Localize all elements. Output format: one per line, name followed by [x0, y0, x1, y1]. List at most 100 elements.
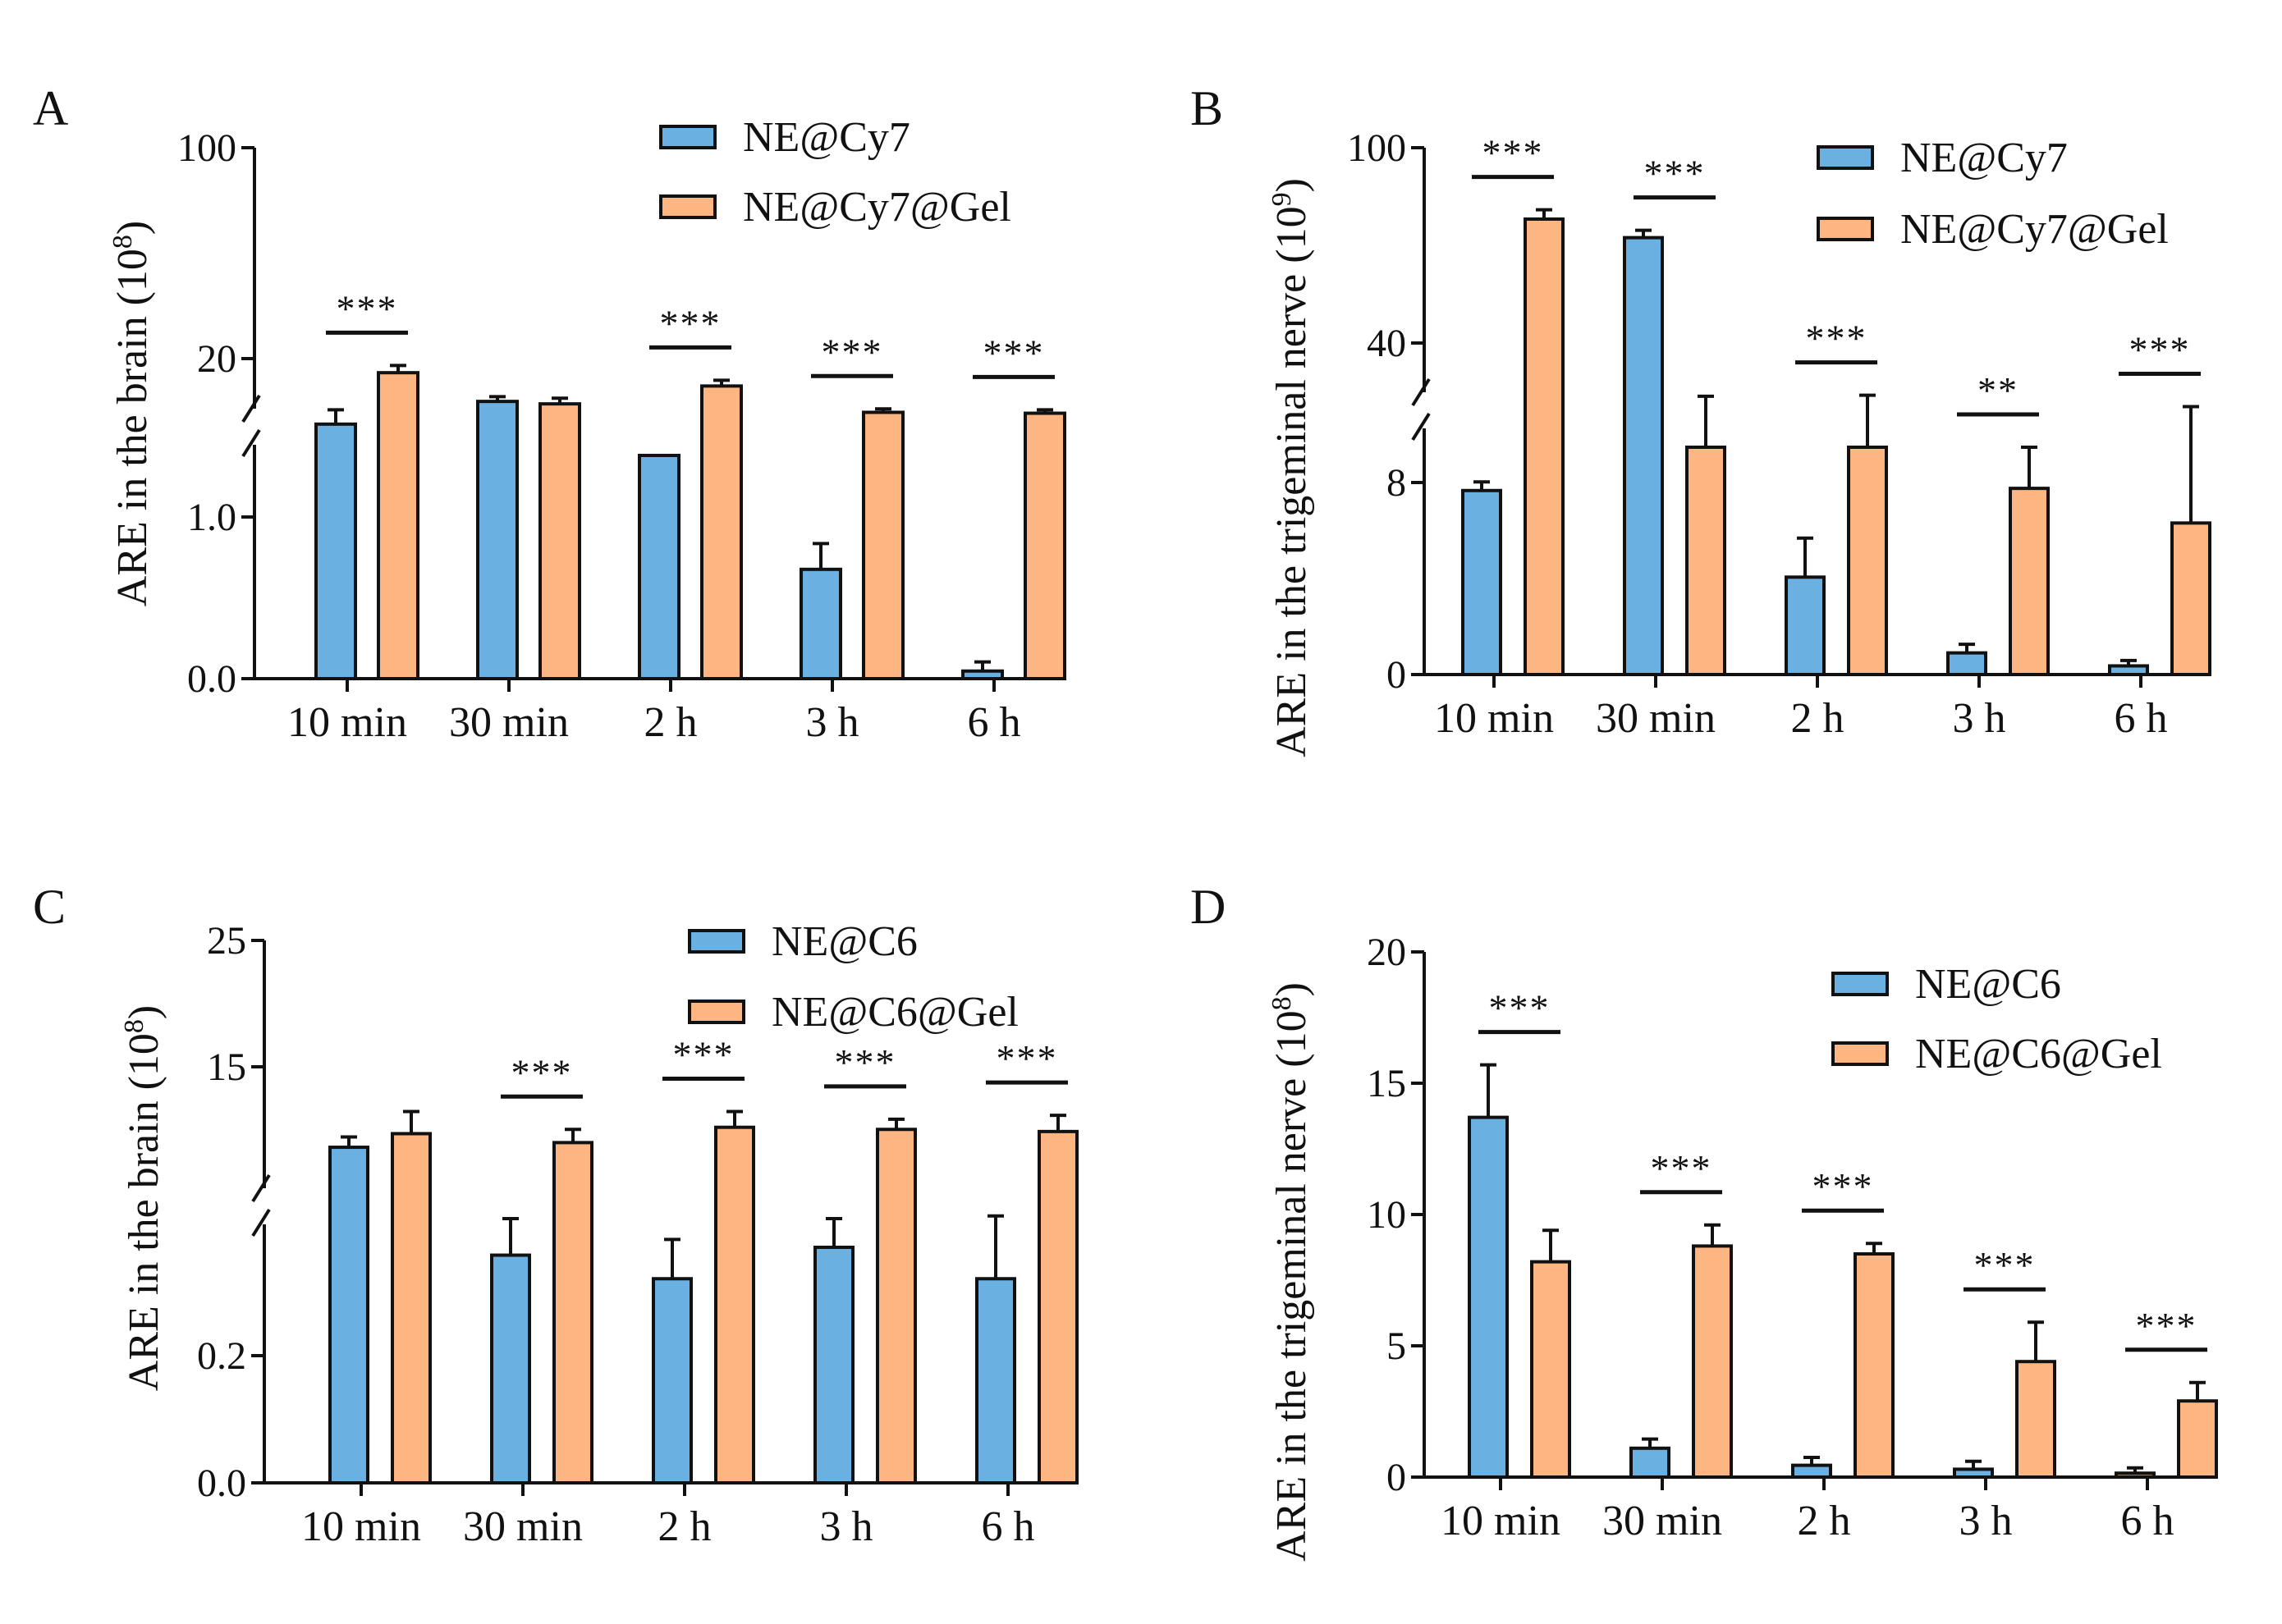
bar [1038, 1129, 1079, 1485]
legend-swatch [1831, 972, 1889, 996]
bar [1953, 1467, 1994, 1480]
x-tick-label: 30 min [1596, 695, 1716, 742]
x-tick-label: 3 h [1959, 1498, 2013, 1544]
legend-swatch [1831, 1041, 1889, 1066]
bar [638, 454, 680, 680]
y-axis-label-exponent: 9 [1267, 192, 1297, 206]
y-axis-label-text: ARE in the trigeminal nerve [1268, 1078, 1315, 1562]
x-tick-label: 2 h [1791, 695, 1844, 742]
bar [2108, 664, 2149, 677]
bar [1524, 217, 1565, 676]
chart-panel-b: B ARE in the trigeminal nerve (109) 0 8 40 10… [1190, 81, 2211, 757]
legend-label: NE@C6@Gel [772, 989, 1019, 1036]
significance-marker: *** [822, 331, 883, 373]
bar [813, 1245, 855, 1485]
bar [2170, 521, 2211, 676]
y-tick-label: 0.0 [187, 657, 236, 701]
y-axis-label-unit-close: ) [121, 1005, 167, 1019]
significance-marker: *** [1489, 987, 1551, 1029]
significance-marker: *** [511, 1051, 573, 1093]
y-axis-label-unit-open: (10 [1268, 1010, 1315, 1077]
significance-marker: *** [660, 302, 722, 344]
y-axis-label-exponent: 8 [1267, 996, 1297, 1010]
legend-label: NE@C6 [1915, 961, 2061, 1008]
y-tick-label: 20 [197, 337, 236, 381]
y-axis-label-text: ARE in the trigeminal nerve [1268, 274, 1315, 757]
chart-panel-d: D ARE in the trigeminal nerve (108) 0 5 10 15… [1190, 880, 2218, 1562]
significance-marker: *** [835, 1041, 896, 1083]
legend-label: NE@Cy7@Gel [1900, 206, 2169, 253]
panel-label: A [33, 81, 68, 135]
y-tick-label: 20 [1367, 931, 1406, 974]
x-tick-label: 10 min [301, 1503, 421, 1550]
y-tick-label: 8 [1386, 461, 1406, 505]
significance-marker: ** [1977, 369, 2019, 411]
bar [1847, 446, 1888, 676]
x-tick-label: 3 h [806, 699, 859, 746]
legend-label: NE@C6@Gel [1915, 1031, 2162, 1077]
x-tick-label: 6 h [968, 699, 1021, 746]
x-tick-label: 30 min [1602, 1498, 1722, 1544]
x-tick-label: 6 h [982, 1503, 1035, 1550]
axis-break-mark [251, 1173, 271, 1203]
y-axis-label: ARE in the trigeminal nerve (108) [1267, 982, 1315, 1562]
bar [1024, 411, 1066, 680]
legend-swatch [1817, 145, 1874, 170]
bar [1461, 488, 1502, 676]
bar [1692, 1244, 1733, 1480]
bar [328, 1146, 369, 1484]
x-tick-label: 10 min [1434, 695, 1554, 742]
bar [1623, 236, 1664, 676]
legend-label: NE@Cy7 [743, 114, 910, 161]
y-axis-label: ARE in the brain (108) [108, 221, 156, 606]
y-axis-label-exponent: 8 [119, 1019, 149, 1033]
y-axis-label-unit-open: (10 [1268, 206, 1315, 273]
x-tick-label: 2 h [658, 1503, 712, 1550]
x-tick-label: 30 min [449, 699, 569, 746]
y-tick-label: 100 [1347, 126, 1406, 170]
significance-marker: *** [2136, 1305, 2197, 1347]
y-tick-label: 25 [207, 919, 246, 963]
axis-break-mark [241, 428, 261, 458]
significance-marker: *** [997, 1037, 1058, 1079]
bar [538, 402, 581, 680]
x-tick-label: 10 min [287, 699, 407, 746]
bar [391, 1132, 432, 1484]
x-tick-label: 6 h [2115, 695, 2168, 742]
y-tick-label: 10 [1367, 1193, 1406, 1237]
bar [1629, 1446, 1670, 1480]
bar [714, 1125, 755, 1485]
bar [2015, 1360, 2056, 1479]
y-axis-label-text: ARE in the brain [109, 316, 156, 606]
axis-break-mark [1411, 412, 1431, 441]
significance-marker: *** [983, 332, 1045, 373]
significance-marker: *** [1482, 132, 1544, 174]
panel-label: C [33, 880, 66, 934]
legend-swatch [688, 929, 745, 954]
y-tick-label: 100 [177, 126, 236, 170]
y-tick-label: 0 [1386, 653, 1406, 697]
y-tick-label: 15 [207, 1045, 246, 1089]
significance-marker: *** [1644, 153, 1706, 194]
bar [1791, 1463, 1832, 1479]
bar [476, 400, 519, 680]
y-axis-label-unit-open: (10 [121, 1033, 167, 1100]
y-tick-label: 15 [1367, 1062, 1406, 1105]
y-tick-label: 0 [1386, 1456, 1406, 1499]
y-axis-label-text: ARE in the brain [121, 1100, 167, 1391]
axis-break-mark [251, 1208, 271, 1237]
panel-label: B [1190, 81, 1223, 135]
bar [490, 1253, 531, 1484]
y-axis-label-unit-close: ) [1268, 982, 1315, 996]
significance-marker: *** [1651, 1147, 1712, 1189]
chart-panel-c: C ARE in the brain (108) 0.0 0.2 15 25 10 min 3… [33, 880, 1079, 1550]
legend-swatch [688, 1000, 745, 1024]
bar [314, 422, 357, 680]
x-tick-label: 10 min [1441, 1498, 1560, 1544]
legend-label: NE@C6 [772, 918, 918, 965]
bar [1530, 1260, 1571, 1479]
bar [800, 567, 842, 680]
y-tick-label: 0.0 [197, 1462, 246, 1505]
y-axis-label-unit-close: ) [109, 221, 156, 235]
